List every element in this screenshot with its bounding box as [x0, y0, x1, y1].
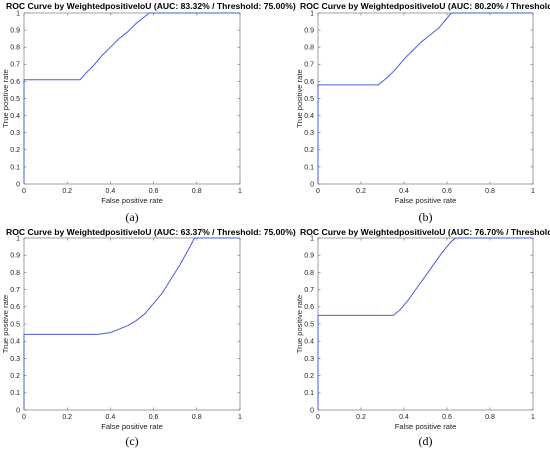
panel-label: (d): [419, 434, 433, 448]
panel-c: ROC Curve by WeightedpositiveIoU (AUC: 6…: [1, 227, 296, 448]
y-tick-label: 0.1: [304, 390, 314, 397]
x-tick-label: 0.8: [485, 188, 495, 195]
y-tick-label: 0.6: [10, 304, 20, 311]
x-tick-label: 1: [531, 414, 535, 421]
y-tick-label: 0.2: [304, 147, 314, 154]
y-tick-label: 0.8: [10, 270, 20, 277]
plot-area: [317, 12, 534, 185]
x-axis-label: False positive rate: [395, 196, 457, 205]
x-tick-label: 0.4: [106, 414, 116, 421]
y-tick-label: 0.3: [10, 356, 20, 363]
y-tick-label: 0.7: [10, 62, 20, 69]
roc-curve-line: [23, 12, 240, 184]
y-tick-label: 0: [16, 407, 20, 414]
x-axis-label: False positive rate: [101, 196, 163, 205]
y-tick-label: 0.9: [10, 253, 20, 260]
roc-curve-line: [317, 237, 533, 410]
y-tick-label: 0.5: [304, 96, 314, 103]
y-tick-label: 0: [310, 181, 314, 188]
y-tick-label: 0.9: [304, 28, 314, 35]
x-tick-label: 0.6: [442, 414, 452, 421]
panel-label: (a): [125, 210, 138, 224]
plot-area: [23, 12, 241, 185]
y-tick-label: 0.2: [304, 373, 314, 380]
y-tick-label: 0.9: [304, 253, 314, 260]
y-tick-label: 1: [310, 10, 314, 17]
x-tick-label: 0.2: [356, 188, 366, 195]
panel-b: ROC Curve by WeightedpositiveIoU (AUC: 8…: [295, 1, 550, 224]
x-tick-label: 0.8: [192, 414, 202, 421]
chart-title: ROC Curve by WeightedpositiveIoU (AUC: 6…: [6, 227, 296, 237]
y-tick-label: 0.1: [10, 164, 20, 171]
y-tick-label: 0.4: [10, 339, 20, 346]
x-tick-label: 0.2: [62, 414, 72, 421]
x-tick-label: 0.6: [149, 414, 159, 421]
x-axis-label: False positive rate: [395, 422, 457, 431]
y-tick-label: 0.8: [304, 45, 314, 52]
x-tick-label: 0: [316, 188, 320, 195]
y-tick-label: 0.7: [10, 287, 20, 294]
y-tick-label: 0.4: [304, 113, 314, 120]
y-tick-label: 0.3: [304, 356, 314, 363]
y-tick-label: 0.1: [304, 164, 314, 171]
panel-d: ROC Curve by WeightedpositiveIoU (AUC: 7…: [295, 227, 550, 448]
y-tick-label: 0.8: [304, 270, 314, 277]
x-tick-label: 0.2: [62, 188, 72, 195]
y-tick-label: 0.3: [304, 130, 314, 137]
y-tick-label: 0.7: [304, 62, 314, 69]
y-tick-label: 0.6: [304, 304, 314, 311]
y-axis-label: True positive rate: [295, 69, 304, 127]
chart-title: ROC Curve by WeightedpositiveIoU (AUC: 8…: [300, 1, 550, 11]
y-tick-label: 0: [16, 181, 20, 188]
y-tick-label: 0.2: [10, 147, 20, 154]
x-tick-label: 0: [22, 188, 26, 195]
y-tick-label: 0.5: [10, 321, 20, 328]
plot-area: [23, 237, 241, 411]
chart-title: ROC Curve by WeightedpositiveIoU (AUC: 7…: [300, 227, 550, 237]
plot-area: [317, 237, 534, 411]
chart-title: ROC Curve by WeightedpositiveIoU (AUC: 8…: [6, 1, 296, 11]
x-tick-label: 0.6: [442, 188, 452, 195]
roc-curve-line: [317, 12, 533, 184]
y-tick-label: 0.4: [304, 339, 314, 346]
panel-label: (c): [125, 434, 138, 448]
y-tick-label: 0.7: [304, 287, 314, 294]
y-axis-label: True positive rate: [1, 69, 10, 127]
x-tick-label: 1: [531, 188, 535, 195]
y-tick-label: 1: [16, 235, 20, 242]
x-tick-label: 0.4: [106, 188, 116, 195]
y-tick-label: 1: [16, 10, 20, 17]
panel-label: (b): [419, 210, 433, 224]
y-axis-label: True positive rate: [295, 295, 304, 353]
x-tick-label: 1: [238, 414, 242, 421]
panel-a: ROC Curve by WeightedpositiveIoU (AUC: 8…: [1, 1, 296, 224]
x-tick-label: 0.8: [192, 188, 202, 195]
x-tick-label: 0.4: [399, 188, 409, 195]
y-tick-label: 0.4: [10, 113, 20, 120]
x-tick-label: 0.4: [399, 414, 409, 421]
y-tick-label: 0.1: [10, 390, 20, 397]
y-tick-label: 0.9: [10, 28, 20, 35]
y-tick-label: 0.6: [304, 79, 314, 86]
y-tick-label: 1: [310, 235, 314, 242]
y-tick-label: 0: [310, 407, 314, 414]
x-tick-label: 0.6: [149, 188, 159, 195]
x-tick-label: 0.2: [356, 414, 366, 421]
x-tick-label: 1: [238, 188, 242, 195]
y-tick-label: 0.3: [10, 130, 20, 137]
y-axis-label: True positive rate: [1, 295, 10, 353]
y-tick-label: 0.2: [10, 373, 20, 380]
x-tick-label: 0: [316, 414, 320, 421]
x-tick-label: 0.8: [485, 414, 495, 421]
roc-curve-line: [23, 237, 240, 410]
y-tick-label: 0.8: [10, 45, 20, 52]
y-tick-label: 0.6: [10, 79, 20, 86]
y-tick-label: 0.5: [10, 96, 20, 103]
y-tick-label: 0.5: [304, 321, 314, 328]
x-axis-label: False positive rate: [101, 422, 163, 431]
x-tick-label: 0: [22, 414, 26, 421]
